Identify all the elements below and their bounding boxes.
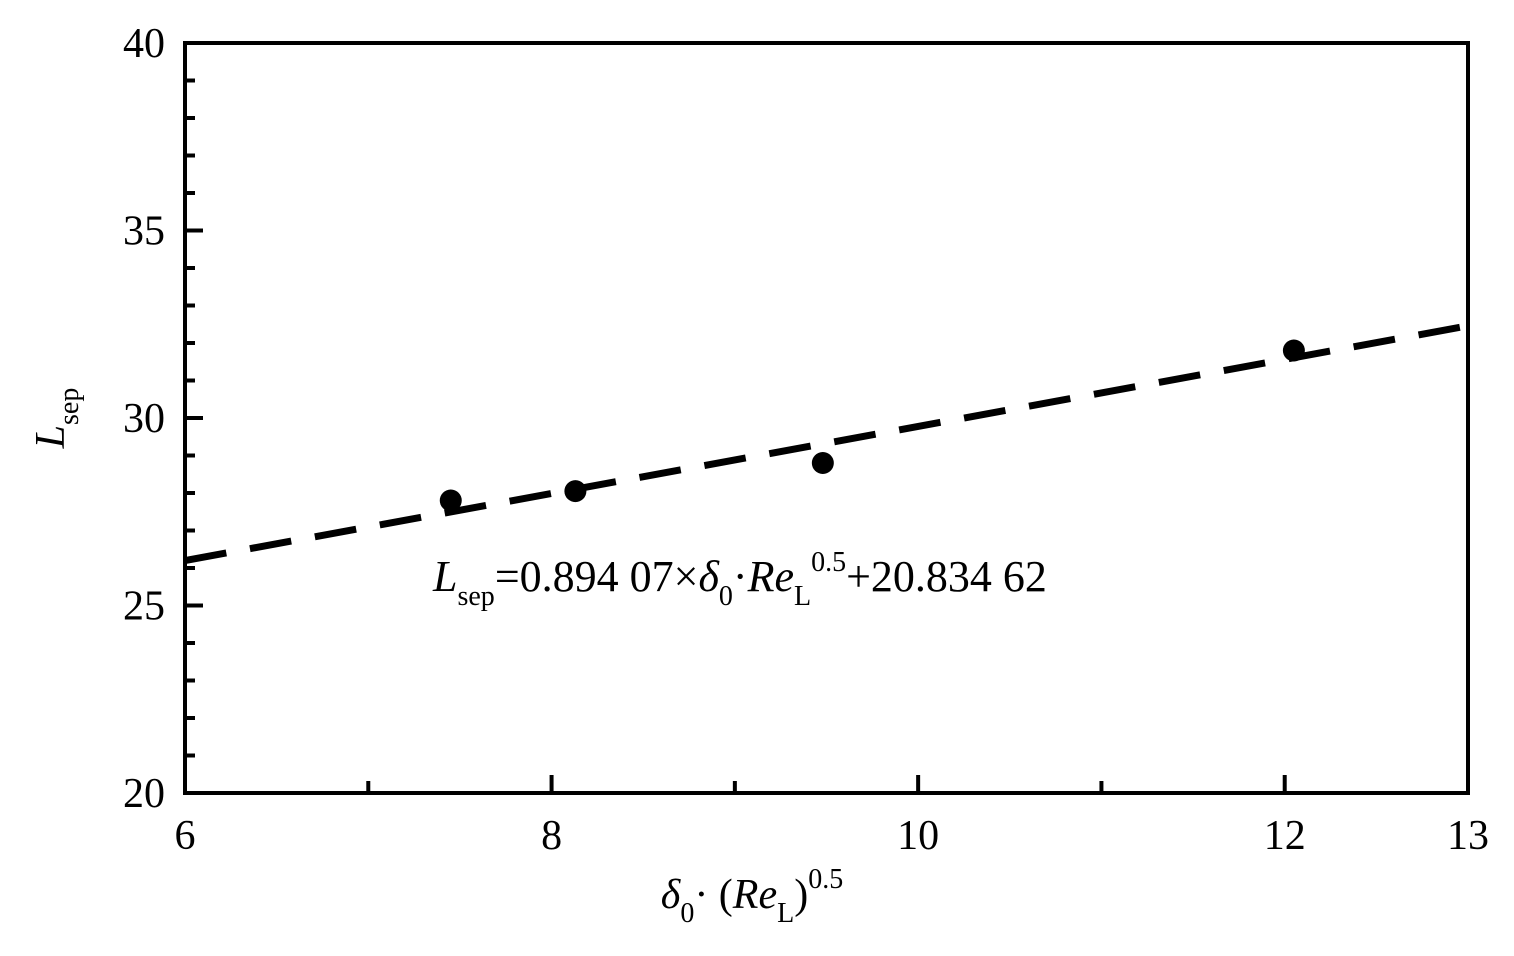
y-tick-label: 20 <box>123 771 165 817</box>
fit-line <box>184 322 1469 564</box>
equation-delta: δ <box>698 552 720 601</box>
equation-intercept: +20.834 62 <box>846 552 1047 601</box>
x-axis-middle: · ( <box>694 872 732 918</box>
x-tick-label: 6 <box>175 813 196 859</box>
x-tick-label: 12 <box>1264 813 1306 859</box>
y-tick-label: 35 <box>123 209 165 255</box>
data-point <box>439 489 462 512</box>
x-axis-sup: 0.5 <box>808 864 843 895</box>
x-tick-label: 10 <box>897 813 939 859</box>
data-points-layer <box>439 339 1305 512</box>
x-tick-label: 8 <box>541 813 562 859</box>
fit-equation: Lsep=0.894 07×δ0·ReL0.5+20.834 62 <box>432 547 1047 612</box>
equation-dot: · <box>733 552 748 601</box>
data-point <box>811 452 834 474</box>
y-tick-label: 25 <box>123 584 165 630</box>
data-point <box>564 480 587 503</box>
equation-coefficient: =0.894 07 <box>495 552 674 601</box>
y-axis-title: Lsep <box>28 388 85 450</box>
equation-re: Re <box>747 552 794 601</box>
equation-delta-sub: 0 <box>719 581 733 612</box>
equation-lhs-sub: sep <box>457 581 494 612</box>
y-axis-l: L <box>28 425 74 449</box>
x-axis-close: ) <box>794 872 808 918</box>
data-point <box>1282 339 1305 362</box>
y-axis-sub: sep <box>54 388 85 425</box>
equation-re-sub: L <box>794 581 811 612</box>
equation-re-sup: 0.5 <box>811 547 846 578</box>
y-tick-label: 40 <box>123 21 165 67</box>
equation-lhs: L <box>432 552 457 601</box>
x-axis-delta: δ <box>661 872 682 918</box>
y-tick-label: 30 <box>123 396 165 442</box>
equation-times: × <box>674 552 699 601</box>
x-axis-delta-sub: 0 <box>680 898 694 929</box>
x-axis-re-sub: L <box>777 898 794 929</box>
fit-line-layer <box>184 322 1469 564</box>
x-tick-label: 13 <box>1447 813 1489 859</box>
ticks-layer <box>183 41 1470 795</box>
tick-labels-layer: 20 25 30 35 40 6 8 10 12 13 <box>123 21 1489 859</box>
x-axis-re: Re <box>732 872 777 918</box>
x-axis-title: δ0· (ReL)0.5 <box>661 864 843 929</box>
plot-area-frame <box>183 41 1470 795</box>
